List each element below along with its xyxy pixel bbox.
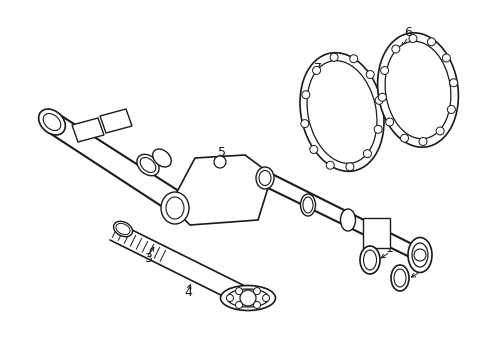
Text: 1: 1 [385,242,393,255]
Circle shape [408,35,416,42]
Ellipse shape [220,285,275,310]
Polygon shape [362,218,389,248]
Ellipse shape [407,238,431,273]
Circle shape [349,55,357,63]
Circle shape [373,125,381,133]
Ellipse shape [226,289,268,307]
Circle shape [435,127,443,135]
Circle shape [235,301,242,309]
Circle shape [253,288,260,294]
Ellipse shape [385,41,450,139]
Ellipse shape [161,192,189,224]
Text: 3: 3 [144,252,152,265]
Circle shape [345,163,353,171]
Circle shape [427,38,435,46]
Circle shape [391,45,399,53]
Circle shape [325,161,334,169]
Circle shape [235,288,242,294]
Circle shape [442,54,449,62]
Circle shape [240,290,256,306]
Circle shape [374,96,383,104]
Polygon shape [72,118,104,142]
Circle shape [301,91,309,99]
Ellipse shape [377,33,457,147]
Circle shape [214,156,225,168]
Circle shape [449,79,457,87]
Ellipse shape [113,221,132,237]
Text: 7: 7 [313,62,321,75]
Circle shape [418,138,426,145]
Text: 4: 4 [183,287,192,300]
Circle shape [400,134,407,142]
Ellipse shape [390,265,408,291]
Text: 6: 6 [403,26,411,39]
Text: 2: 2 [415,261,423,274]
Ellipse shape [306,60,376,163]
Circle shape [366,71,373,78]
Circle shape [312,66,320,75]
Circle shape [378,93,386,101]
Circle shape [380,67,388,75]
Ellipse shape [137,154,159,176]
Polygon shape [170,155,271,225]
Circle shape [309,145,317,153]
Circle shape [262,294,269,302]
Ellipse shape [256,167,273,189]
Ellipse shape [359,246,379,274]
Ellipse shape [39,109,65,135]
Circle shape [226,294,233,302]
Polygon shape [100,109,132,133]
Ellipse shape [300,194,315,216]
Circle shape [300,120,308,128]
Circle shape [253,301,260,309]
Text: 5: 5 [218,145,225,158]
Ellipse shape [152,149,171,167]
Circle shape [447,105,454,113]
Circle shape [385,118,393,126]
Circle shape [363,150,371,158]
Ellipse shape [340,209,355,231]
Circle shape [329,53,337,61]
Ellipse shape [299,53,383,171]
